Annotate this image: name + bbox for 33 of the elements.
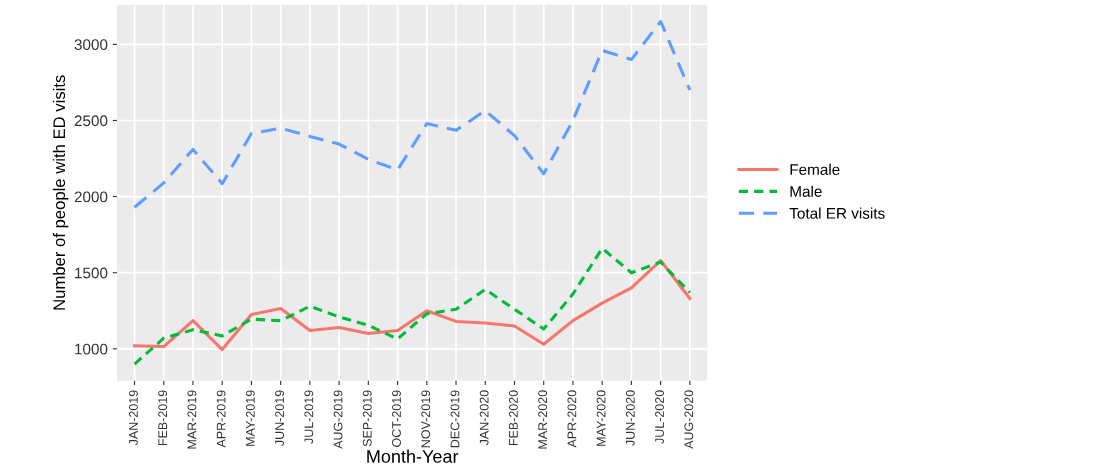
x-tick-label: MAR-2019 [187,390,197,449]
legend-label: Female [790,163,840,175]
x-tick-label: APR-2020 [567,390,577,448]
y-axis-title: Number of people with ED visits [52,75,69,310]
x-axis-title: Month-Year [367,449,459,463]
x-tick-label: FEB-2019 [158,390,168,446]
x-tick-label: JUL-2020 [655,390,664,444]
line-series [132,19,692,209]
x-tick-label: AUG-2019 [333,390,343,449]
x-tick-label: JUL-2019 [304,390,314,444]
y-tick-label: 3000 [74,39,108,51]
y-tick-label: 1500 [75,267,108,279]
x-tick-label: JAN-2019 [129,390,138,446]
y-tick-label: 2500 [74,115,108,127]
x-tick-label: DEC-2019 [450,390,460,448]
x-tick-label: AUG-2020 [684,390,694,449]
x-tick-label: FEB-2020 [508,390,518,446]
x-tick-label: MAY-2019 [245,390,255,446]
x-tick-label: OCT-2019 [392,390,401,447]
y-tick-label: 1000 [75,343,108,355]
x-tick-label: JUN-2020 [625,390,635,446]
legend-label: Male [790,185,822,197]
x-tick-label: JUN-2019 [275,390,285,446]
x-tick-label: MAY-2020 [596,390,606,446]
x-tick-label: APR-2019 [216,390,226,448]
y-tick-label: 2000 [74,191,108,203]
x-tick-label: JAN-2020 [479,390,489,446]
x-tick-label: MAR-2020 [538,390,548,449]
x-tick-label: NOV-2019 [421,390,431,448]
line-series [132,259,692,352]
line-series [132,246,692,366]
x-tick-label: SEP-2019 [362,390,372,447]
legend-label: Total ER visits [789,207,885,219]
